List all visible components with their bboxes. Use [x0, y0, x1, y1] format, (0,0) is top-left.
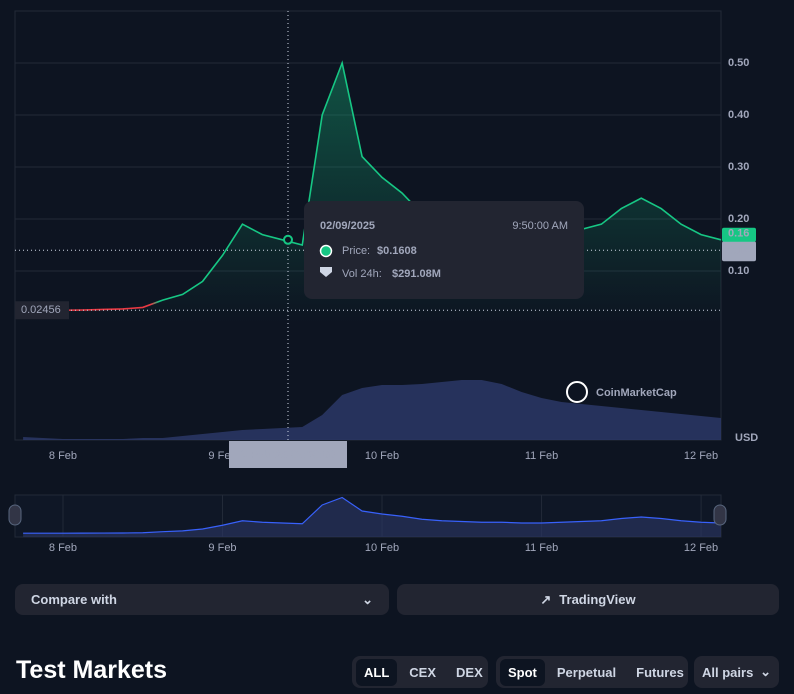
nav-x-label: 9 Feb — [208, 542, 236, 554]
tooltip-volume-label: Vol 24h: — [342, 268, 382, 280]
tooltip-price: $0.1608 — [377, 245, 417, 257]
type[interactable]: Futures — [636, 664, 684, 680]
x-tick-label: 12 Feb — [684, 450, 718, 462]
vol-icon — [320, 267, 332, 277]
x-tick-label: 8 Feb — [49, 450, 77, 462]
filter-group: ALL CEX DEX — [352, 656, 488, 688]
x-tick-label: 11 Feb — [525, 450, 558, 462]
type-group: Spot Perpetual Futures — [496, 656, 688, 688]
filter[interactable]: CEX — [409, 664, 437, 680]
volume-area — [23, 380, 722, 440]
y-unit: USD — [735, 432, 758, 444]
nav-x-label: 11 Feb — [525, 542, 558, 554]
chevron: ⌄ — [362, 591, 373, 607]
y-tick-label: 0.10 — [728, 265, 749, 277]
hover-point — [283, 234, 293, 245]
ref-label: 0.02456 — [21, 304, 61, 316]
tooltip: 02/09/2025 9:50:00 AM Price: $0.1608 Vol 24h… — [304, 201, 584, 299]
tooltip-price-label: Price: — [342, 245, 370, 257]
price-line — [23, 60, 722, 312]
crosshair-label-bg — [229, 441, 347, 468]
tv-icon: ↗ — [540, 591, 552, 607]
tooltip-date: 02/09/2025 — [320, 220, 375, 232]
nav-handle — [713, 504, 727, 526]
nav-x-label: 8 Feb — [49, 542, 77, 554]
tradingview-label: TradingView — [559, 592, 636, 607]
y-tick-label: 0.50 — [728, 57, 749, 69]
price-dot — [319, 244, 333, 258]
type[interactable]: Spot — [500, 658, 545, 686]
ref-label: 0.14 — [728, 245, 750, 257]
filter[interactable]: DEX — [456, 664, 483, 680]
nav-area — [23, 497, 722, 537]
filter[interactable]: ALL — [356, 658, 398, 686]
compare-label: Compare with — [31, 592, 117, 607]
nav-x-label: 12 Feb — [684, 542, 718, 554]
y-tick-label: 0.30 — [728, 161, 749, 173]
nav-x-label: 10 Feb — [365, 542, 399, 554]
nav-line — [23, 496, 722, 534]
current-price-bg — [722, 227, 756, 242]
ref-label-bg — [722, 241, 756, 262]
current-price: 0.16 — [728, 228, 749, 240]
tooltip-time: 9:50:00 AM — [512, 220, 568, 232]
ref-label-bg — [15, 301, 69, 320]
chevron: ⌄ — [760, 664, 771, 679]
watermark: CoinMarketCap — [596, 387, 677, 399]
tooltip-bg — [304, 201, 584, 299]
chart: 0.10 0.20 0.30 0.40 0.50 USD 0.02456 0.14 0.16 8 … — [8, 10, 758, 554]
watermark-logo — [566, 381, 588, 403]
pairs-label: All pairs — [702, 664, 754, 680]
pairs-button[interactable]: All pairs ⌄ — [694, 656, 779, 688]
tooltip-volume: $291.08M — [392, 268, 441, 280]
y-tick-label: 0.40 — [728, 109, 749, 121]
tradingview-button[interactable]: ↗ TradingView — [397, 584, 779, 615]
type[interactable]: Perpetual — [556, 664, 617, 680]
nav-handle — [8, 504, 22, 526]
x-tick-label: 10 Feb — [365, 450, 399, 462]
compare-button[interactable]: Compare with ⌄ — [15, 584, 389, 615]
y-tick-label: 0.20 — [728, 213, 749, 225]
crosshair-label: 9 Feb '25 09:50:00 — [241, 449, 335, 461]
markets-title: Test Markets — [16, 656, 167, 684]
